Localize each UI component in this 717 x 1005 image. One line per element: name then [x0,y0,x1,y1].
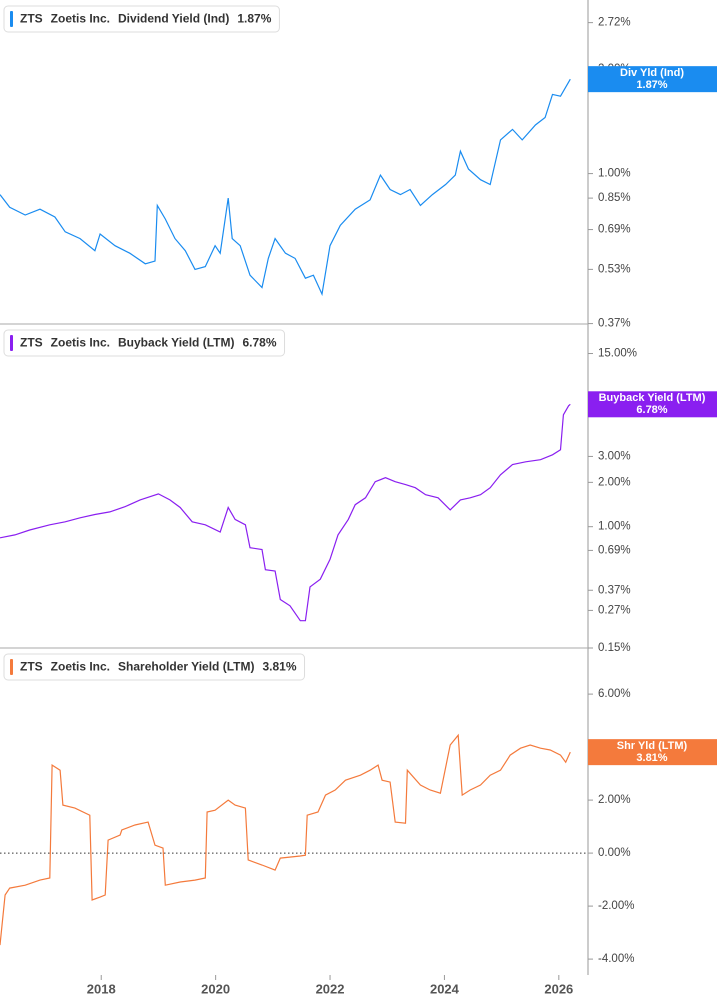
y-tick-label: 2.00% [598,476,631,488]
y-tick-label: 0.53% [598,263,631,275]
y-tick-label: 0.37% [598,318,631,330]
y-tick-label: 0.69% [598,224,631,236]
legend-ticker: ZTS [20,660,43,674]
x-tick-label: 2022 [316,981,345,996]
value-tag [588,739,717,766]
legend-ticker: ZTS [20,336,43,350]
x-tick-label: 2020 [201,981,230,996]
legend-ticker: ZTS [20,12,43,26]
series-line [0,403,571,622]
legend-company: Zoetis Inc. [51,336,110,350]
value-tag-name: Buyback Yield (LTM) [599,392,706,404]
x-tick-label: 2026 [544,981,573,996]
value-tag-name: Div Yld (Ind) [620,67,684,79]
x-tick-label: 2018 [87,981,116,996]
legend-company: Zoetis Inc. [51,660,110,674]
y-tick-label: 0.69% [598,544,631,556]
y-tick-label: 0.27% [598,604,631,616]
value-tag-name: Shr Yld (LTM) [617,740,688,752]
series-line [0,78,571,297]
value-tag [588,66,717,93]
value-tag-value: 3.81% [636,752,667,764]
value-tag [588,391,717,418]
legend: ZTS Zoetis Inc. Buyback Yield (LTM) 6.78% [3,329,286,357]
series-line [0,733,571,946]
value-tag-value: 1.87% [636,79,667,91]
y-tick-label: -2.00% [598,900,634,912]
legend-value: 1.87% [237,12,271,26]
y-tick-label: 2.00% [598,794,631,806]
y-tick-label: 3.00% [598,450,631,462]
legend-series: Dividend Yield (Ind) [118,12,229,26]
legend: ZTS Zoetis Inc. Dividend Yield (Ind) 1.87% [3,5,280,33]
legend-swatch [10,11,13,27]
y-tick-label: 6.00% [598,688,631,700]
legend-value: 6.78% [242,336,276,350]
legend-series: Shareholder Yield (LTM) [118,660,254,674]
legend-swatch [10,659,13,675]
y-tick-label: 15.00% [598,348,637,360]
y-tick-label: -4.00% [598,953,634,965]
legend-swatch [10,335,13,351]
legend-box [3,653,306,681]
y-tick-label: 1.00% [598,521,631,533]
y-tick-label: 0.15% [598,642,631,654]
legend-box [3,5,280,33]
legend-company: Zoetis Inc. [51,12,110,26]
y-tick-label: 1.00% [598,168,631,180]
y-tick-label: 2.72% [598,17,631,29]
value-tag-value: 6.78% [636,404,667,416]
y-tick-label: 0.37% [598,584,631,596]
x-tick-label: 2024 [430,981,460,996]
legend-box [3,329,286,357]
legend: ZTS Zoetis Inc. Shareholder Yield (LTM) 3.8… [3,653,306,681]
legend-value: 3.81% [262,660,296,674]
y-tick-label: 0.00% [598,847,631,859]
y-tick-label: 0.85% [598,192,631,204]
legend-series: Buyback Yield (LTM) [118,336,234,350]
